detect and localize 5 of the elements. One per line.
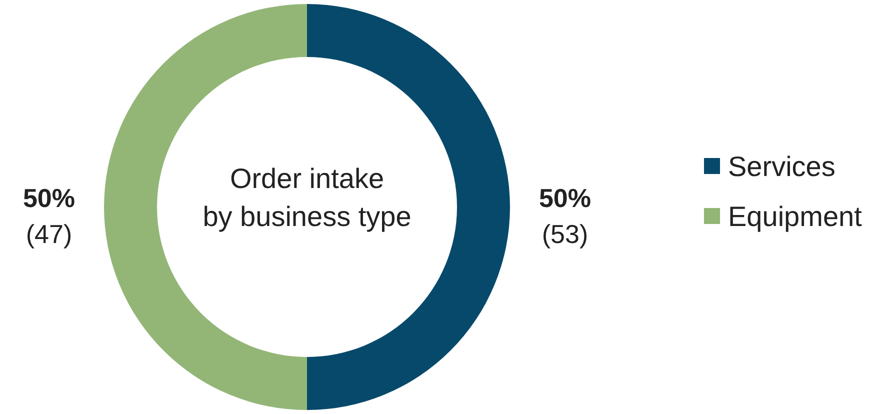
- legend-label: Services: [728, 151, 836, 182]
- data-label: 50% (53): [538, 183, 592, 249]
- data-label: 50% (47): [22, 183, 76, 249]
- legend-label: Equipment: [728, 201, 862, 232]
- text: Order intake by business type: [202, 163, 412, 232]
